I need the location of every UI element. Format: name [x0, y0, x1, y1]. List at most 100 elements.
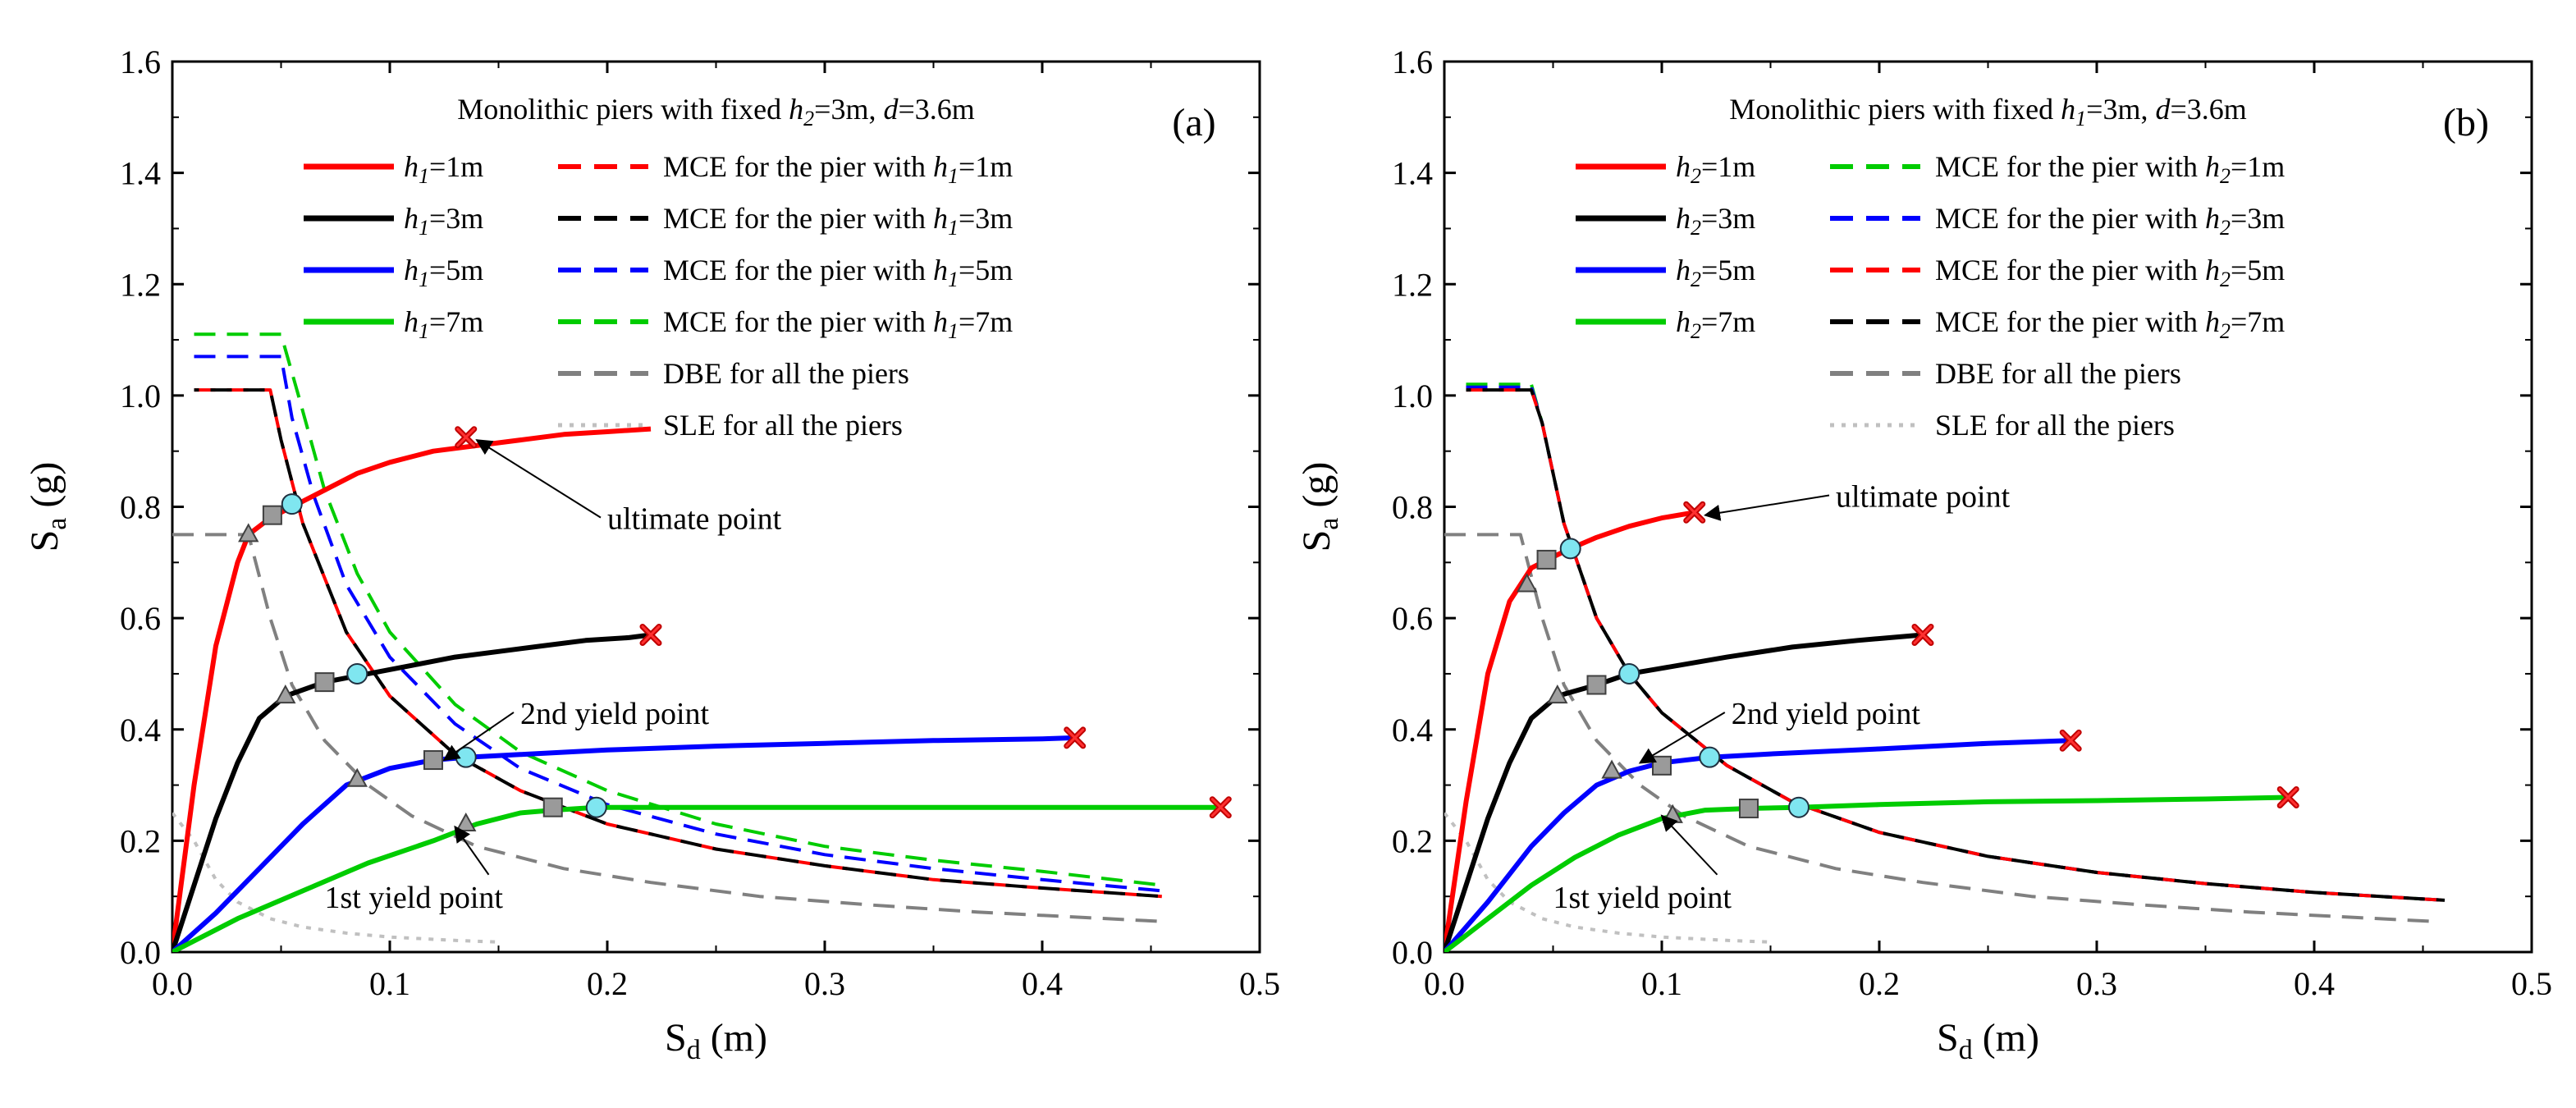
legend-label: DBE for all the piers: [663, 357, 909, 390]
ultimate-point-marker-core: [2061, 730, 2080, 750]
legend-label: h1=3m: [404, 202, 483, 240]
legend-label: MCE for the pier with h1=7m: [663, 305, 1013, 343]
series-line-h2-5m: [1444, 738, 2071, 952]
first-yield-marker: [346, 767, 368, 787]
legend-label: h2=7m: [1676, 305, 1755, 343]
legend-label: SLE for all the piers: [1935, 409, 2175, 442]
legend-label: h2=5m: [1676, 254, 1755, 291]
performance-point-marker: [1618, 662, 1640, 684]
legend-label: SLE for all the piers: [663, 409, 903, 442]
x-axis-label: Sd (m): [665, 1016, 767, 1065]
x-tick-label: 0.0: [152, 965, 193, 1002]
second-yield-marker: [1586, 675, 1607, 695]
second-yield-marker: [262, 505, 282, 525]
annotation-label: 1st yield point: [1553, 881, 1732, 915]
first-yield-marker: [275, 684, 296, 704]
annotation-label: 2nd yield point: [1732, 697, 1921, 731]
legend-label: h1=1m: [404, 150, 483, 188]
y-tick-label: 0.2: [120, 822, 161, 859]
y-tick-label: 0.8: [120, 489, 161, 526]
marker-group: [1517, 501, 2299, 823]
first-yield-marker: [1547, 684, 1568, 704]
series-line-sle: [1444, 812, 1771, 944]
series-line-mce-h1-5m: [194, 355, 1162, 893]
x-tick-label: 0.3: [2076, 965, 2117, 1002]
annotation-label: ultimate point: [607, 502, 782, 537]
x-tick-label: 0.1: [1641, 965, 1682, 1002]
chart-title: Monolithic piers with fixed h1=3m, d=3.6…: [1729, 93, 2247, 130]
annotation-label: 1st yield point: [325, 881, 504, 915]
series-line-mce-h1-7m: [194, 332, 1163, 887]
annotation-arrow: [475, 439, 602, 519]
legend-label: h1=5m: [404, 254, 483, 291]
annotation-arrow: [454, 825, 490, 876]
y-tick-label: 1.2: [120, 266, 161, 303]
series-line-overlay: [1466, 388, 2446, 902]
performance-point-marker: [585, 796, 607, 818]
second-yield-marker: [542, 797, 563, 817]
legend-label: MCE for the pier with h2=3m: [1935, 202, 2285, 240]
y-tick-label: 1.4: [1392, 155, 1433, 192]
annotation-group: ultimate point 2nd yield point 1st yield p…: [325, 439, 782, 915]
second-yield-marker: [1536, 549, 1557, 570]
ultimate-point-marker-core: [1913, 625, 1933, 644]
legend-label: h2=3m: [1676, 202, 1755, 240]
x-tick-label: 0.1: [369, 965, 410, 1002]
ultimate-point-marker-core: [456, 428, 476, 447]
second-yield-marker: [1652, 755, 1672, 776]
first-yield-marker: [1601, 759, 1622, 779]
legend-label: MCE for the pier with h1=3m: [663, 202, 1013, 240]
legend-label: MCE for the pier with h1=1m: [663, 150, 1013, 188]
y-tick-label: 0.4: [120, 712, 161, 749]
annotation-group: ultimate point 2nd yield point 1st yield p…: [1553, 480, 2011, 915]
x-tick-label: 0.3: [804, 965, 845, 1002]
legend-label: h2=1m: [1676, 150, 1755, 188]
performance-point-marker: [1787, 796, 1810, 818]
ultimate-point-marker-core: [1065, 728, 1085, 748]
x-tick-label: 0.4: [2294, 965, 2335, 1002]
y-axis-label: Sa (g): [23, 462, 72, 552]
legend-label: MCE for the pier with h1=5m: [663, 254, 1013, 291]
series-line-mce-h2-1m: [1466, 382, 2446, 902]
series-line-h1-1m: [172, 426, 652, 952]
series-line-h1-3m: [172, 632, 652, 952]
x-tick-label: 0.0: [1424, 965, 1465, 1002]
legend-label: DBE for all the piers: [1935, 357, 2181, 390]
marker-group: [238, 426, 1232, 832]
y-tick-label: 1.4: [120, 155, 161, 192]
performance-point-marker: [1559, 538, 1581, 560]
y-tick-label: 0.2: [1392, 822, 1433, 859]
second-yield-marker: [423, 750, 443, 771]
y-tick-label: 1.2: [1392, 266, 1433, 303]
annotation-label: ultimate point: [1836, 480, 2011, 515]
series-line-overlay: [194, 388, 1162, 899]
y-tick-label: 0.8: [1392, 489, 1433, 526]
chart-panel-a: 0.0 0.1 0.2 0.3 0.4 0.5 0.0 0.2 0.4 0.6 0.8 1.0 1.2 1…: [23, 43, 1280, 1065]
series-line-mce-h1-1m: [194, 388, 1162, 899]
second-yield-marker: [1739, 799, 1759, 819]
performance-point-marker: [346, 662, 368, 684]
legend-label: h1=7m: [404, 305, 483, 343]
annotation-arrow: [1660, 814, 1718, 876]
second-yield-marker: [314, 672, 335, 693]
series-line-sle: [172, 812, 499, 944]
x-tick-label: 0.5: [1239, 965, 1280, 1002]
first-yield-marker: [455, 812, 477, 832]
ultimate-point-marker-core: [2278, 787, 2298, 807]
performance-point-marker: [281, 493, 303, 515]
annotation-label: 2nd yield point: [520, 697, 710, 731]
panel-label: (b): [2443, 101, 2489, 144]
legend-label: MCE for the pier with h2=1m: [1935, 150, 2285, 188]
chart-title: Monolithic piers with fixed h2=3m, d=3.6…: [457, 93, 975, 130]
series-line-dbe: [172, 533, 1162, 923]
performance-point-marker: [1699, 746, 1721, 768]
x-tick-label: 0.4: [1022, 965, 1063, 1002]
series-group: [1444, 382, 2446, 952]
y-tick-label: 0.6: [1392, 600, 1433, 637]
ultimate-point-marker-core: [1210, 798, 1230, 817]
y-tick-label: 1.6: [120, 43, 161, 80]
annotation-arrow: [1704, 494, 1830, 521]
first-yield-marker: [1517, 573, 1538, 593]
series-line-mce-h2-5m: [1466, 388, 2446, 902]
